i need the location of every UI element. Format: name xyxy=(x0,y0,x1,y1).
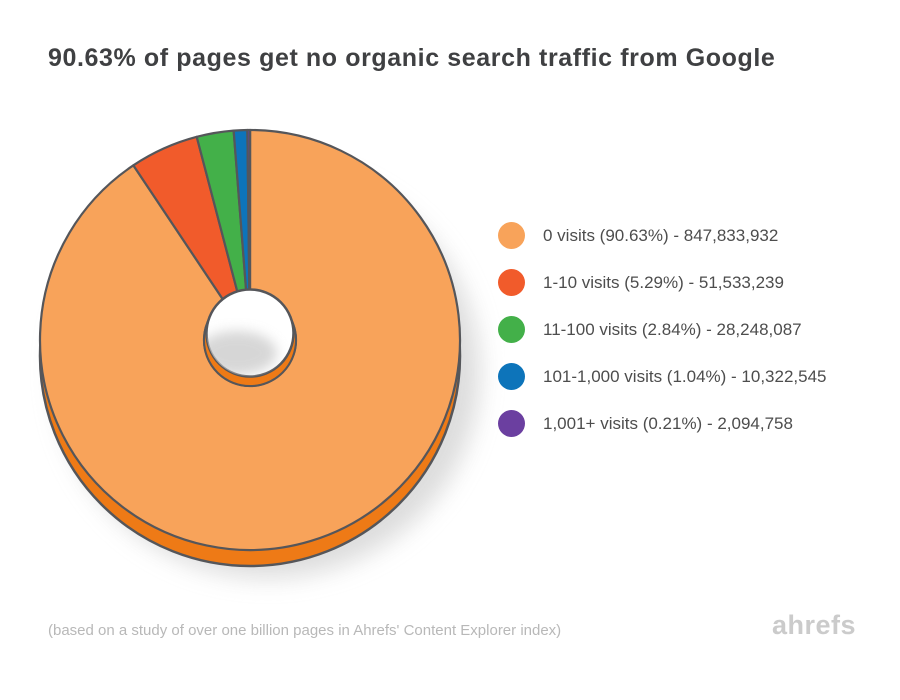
legend-label: 11-100 visits (2.84%) - 28,248,087 xyxy=(543,319,802,339)
legend: 0 visits (90.63%) - 847,833,932 1-10 visi… xyxy=(498,222,827,437)
donut-chart-svg xyxy=(38,128,480,578)
legend-item-1: 1-10 visits (5.29%) - 51,533,239 xyxy=(498,269,827,296)
legend-item-3: 101-1,000 visits (1.04%) - 10,322,545 xyxy=(498,363,827,390)
legend-label: 0 visits (90.63%) - 847,833,932 xyxy=(543,225,779,245)
legend-swatch xyxy=(498,363,525,390)
legend-swatch xyxy=(498,222,525,249)
legend-swatch xyxy=(498,316,525,343)
legend-item-0: 0 visits (90.63%) - 847,833,932 xyxy=(498,222,827,249)
legend-item-2: 11-100 visits (2.84%) - 28,248,087 xyxy=(498,316,827,343)
legend-label: 1-10 visits (5.29%) - 51,533,239 xyxy=(543,272,784,292)
legend-swatch xyxy=(498,269,525,296)
legend-swatch xyxy=(498,410,525,437)
donut-chart xyxy=(25,110,505,610)
legend-item-4: 1,001+ visits (0.21%) - 2,094,758 xyxy=(498,410,827,437)
legend-label: 101-1,000 visits (1.04%) - 10,322,545 xyxy=(543,366,827,386)
chart-title: 90.63% of pages get no organic search tr… xyxy=(48,44,776,72)
legend-label: 1,001+ visits (0.21%) - 2,094,758 xyxy=(543,413,793,433)
footnote: (based on a study of over one billion pa… xyxy=(48,622,562,639)
ahrefs-logo: ahrefs xyxy=(771,610,856,640)
